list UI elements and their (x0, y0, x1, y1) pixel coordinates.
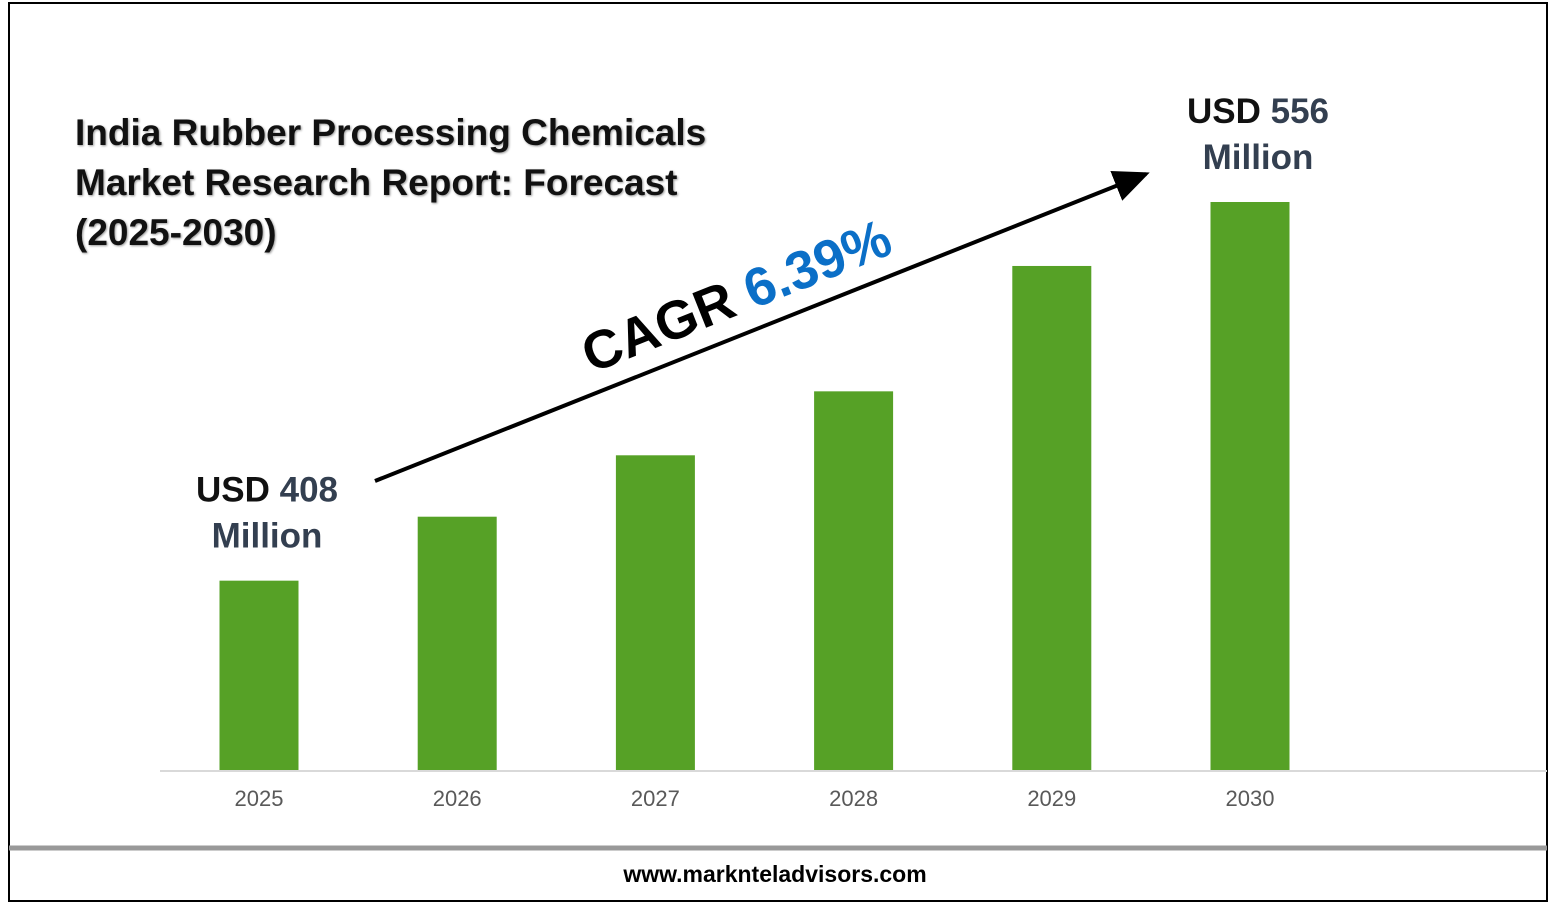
bar (615, 455, 695, 770)
x-tick-label: 2026 (433, 786, 482, 811)
value-label-part: Million (212, 517, 323, 556)
chart-title: India Rubber Processing Chemicals Market… (75, 112, 707, 253)
footer-url: www.marknteladvisors.com (622, 861, 926, 887)
bar (1012, 265, 1092, 770)
value-label-part: 408 (270, 471, 338, 510)
value-label-part: Million (1203, 138, 1314, 177)
value-label: USD 408 Million (196, 471, 338, 556)
x-tick-label: 2030 (1226, 786, 1275, 811)
x-tick-label: 2028 (829, 786, 878, 811)
frame (8, 2, 1548, 902)
bar (219, 580, 299, 770)
value-label-part: USD (196, 471, 270, 510)
x-tick-label: 2027 (631, 786, 680, 811)
value-label-part: USD (1187, 92, 1261, 131)
x-tick-label: 2029 (1027, 786, 1076, 811)
bar (1210, 202, 1290, 770)
bar (417, 516, 497, 770)
x-tick-label: 2025 (235, 786, 284, 811)
value-label: USD 556 Million (1187, 92, 1329, 177)
value-label-part: 556 (1261, 92, 1329, 131)
bar (814, 391, 894, 770)
trend-arrow (374, 170, 1150, 483)
